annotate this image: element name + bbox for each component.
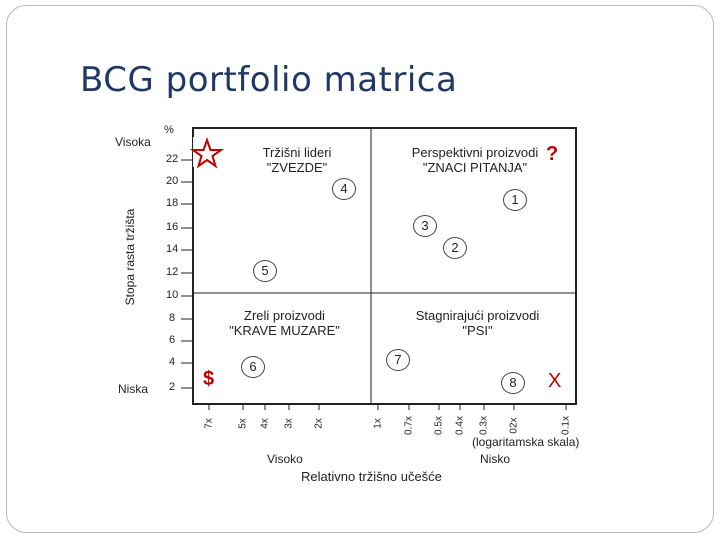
product-bubble: 4: [332, 178, 356, 200]
y-tick: 18: [166, 197, 179, 209]
quadrant-dogs-title: Stagnirajući proizvodi: [415, 308, 540, 323]
x-tick: 0.5x: [433, 416, 445, 435]
quadrant-stars-subtitle: "ZVEZDE": [266, 160, 328, 175]
x-tick: 2x: [313, 418, 325, 429]
star-icon: [189, 136, 225, 169]
quadrant-stars-title: Tržišni lideri: [262, 145, 332, 160]
y-tick: 22: [166, 153, 179, 165]
matrix-border: [192, 127, 577, 405]
product-bubble: 1: [503, 189, 527, 211]
question-mark-symbol: ?: [546, 143, 559, 165]
page-title: BCG portfolio matrica: [80, 60, 458, 100]
quadrant-dogs-subtitle: "PSI": [462, 323, 493, 338]
product-bubble: 2: [443, 237, 467, 259]
y-tick-marks: [181, 159, 193, 389]
y-tick: 4: [169, 356, 176, 368]
product-bubble: 7: [386, 349, 410, 371]
quadrant-question-title: Perspektivni proizvodi: [411, 145, 539, 160]
quadrant-cows-subtitle: "KRAVE MUZARE": [229, 323, 340, 338]
x-tick: 0.4x: [454, 416, 466, 435]
x-axis-title: Relativno tržišno učešće: [301, 469, 442, 484]
quadrant-dogs-label: Stagnirajući proizvodi "PSI": [400, 308, 555, 338]
x-tick: 5x: [237, 418, 249, 429]
y-axis-low-label: Niska: [118, 382, 149, 396]
y-axis-high-label: Visoka: [115, 135, 151, 149]
y-tick: 10: [166, 289, 179, 301]
product-bubble: 3: [413, 215, 437, 237]
x-tick: 3x: [283, 418, 295, 429]
quadrant-question-label: Perspektivni proizvodi "ZNACI PITANJA": [395, 145, 555, 175]
product-bubble: 5: [253, 260, 277, 282]
x-axis-scale-note: (logaritamska skala): [472, 435, 580, 449]
x-tick: 4x: [259, 418, 271, 429]
y-tick: 6: [169, 334, 176, 346]
y-axis-unit: %: [164, 124, 174, 136]
y-tick: 2: [169, 381, 176, 393]
y-tick: 20: [166, 175, 179, 187]
x-tick: 7x: [203, 418, 215, 429]
x-axis-high-label: Visoko: [267, 452, 303, 466]
product-bubble: 8: [501, 372, 525, 394]
y-tick: 8: [169, 312, 176, 324]
y-tick: 16: [166, 221, 179, 233]
x-axis-low-label: Nisko: [480, 452, 511, 466]
slide-frame: [6, 5, 714, 533]
x-tick-marks: [208, 404, 567, 410]
x-cross-symbol: X: [548, 370, 562, 392]
product-bubble: 6: [241, 356, 265, 378]
x-tick: 0.7x: [403, 416, 415, 435]
quadrant-stars-label: Tržišni lideri "ZVEZDE": [232, 145, 362, 175]
dollar-symbol: $: [203, 368, 215, 390]
quadrant-question-subtitle: "ZNACI PITANJA": [422, 160, 528, 175]
y-tick: 14: [166, 243, 179, 255]
quadrant-cows-title: Zreli proizvodi: [244, 308, 325, 323]
x-tick: 1x: [372, 418, 384, 429]
y-tick: 12: [166, 266, 179, 278]
quadrant-cows-label: Zreli proizvodi "KRAVE MUZARE": [212, 308, 357, 338]
